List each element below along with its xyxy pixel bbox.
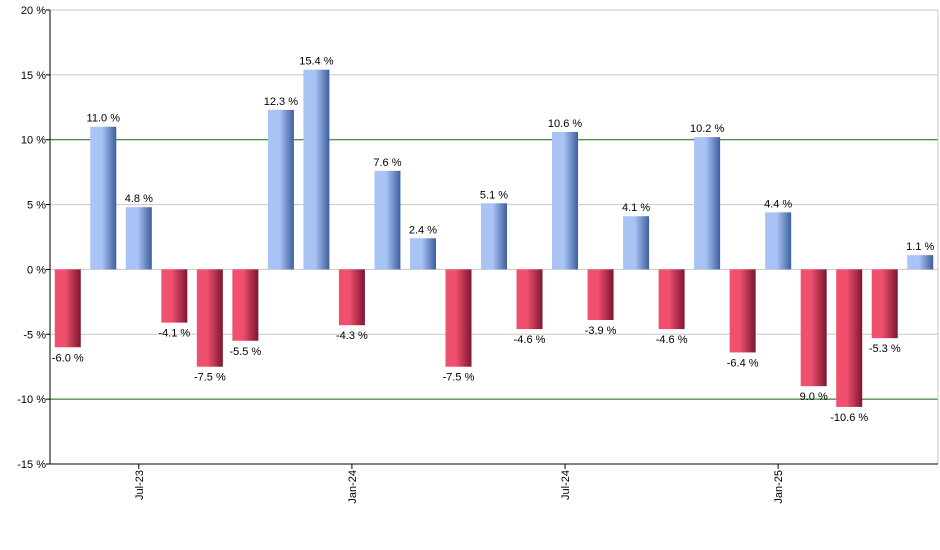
y-tick-label: 10 %: [21, 135, 46, 147]
bar: [267, 109, 294, 270]
bar: [516, 269, 543, 330]
bar-value-label: 1.1 %: [906, 241, 934, 253]
x-tick-label: Jul-23: [134, 470, 146, 500]
bar-value-label: -5.3 %: [869, 343, 901, 355]
bar-value-label: -4.1 %: [158, 328, 190, 340]
bar-value-label: -3.9 %: [585, 325, 617, 337]
bar-value-label: -4.6 %: [656, 334, 688, 346]
bar: [54, 269, 81, 348]
bar: [623, 216, 650, 270]
y-tick-label: 0 %: [27, 264, 46, 276]
bar-value-label: 4.1 %: [622, 202, 650, 214]
x-tick-label: Jan-24: [347, 470, 359, 504]
bar-value-label: -4.6 %: [514, 334, 546, 346]
bar: [303, 69, 330, 270]
bar: [871, 269, 898, 339]
bar-value-label: -4.3 %: [336, 330, 368, 342]
bar: [232, 269, 259, 341]
bar: [658, 269, 685, 330]
bar-value-label: 4.8 %: [125, 193, 153, 205]
bar: [445, 269, 472, 367]
bars: [54, 69, 934, 407]
bar: [552, 131, 579, 270]
bar: [694, 137, 721, 270]
bar: [729, 269, 756, 353]
y-tick-label: -5 %: [23, 329, 46, 341]
x-tick-label: Jul-24: [560, 470, 572, 500]
bar: [196, 269, 223, 367]
y-tick-label: 20 %: [21, 5, 46, 17]
bar-value-label: 5.1 %: [480, 189, 508, 201]
bar-value-label: 15.4 %: [299, 56, 333, 68]
bar-value-label: -7.5 %: [194, 372, 226, 384]
bar-value-label: -6.4 %: [727, 357, 759, 369]
bar: [481, 203, 507, 270]
bar: [374, 170, 401, 270]
bar: [409, 238, 436, 270]
y-tick-label: -15 %: [17, 459, 46, 471]
bar-value-label: 2.4 %: [409, 224, 437, 236]
x-tick-label: Jan-25: [773, 470, 785, 504]
bar-value-label: 12.3 %: [264, 96, 298, 108]
bar-value-label: 7.6 %: [373, 157, 401, 169]
bar: [587, 269, 614, 321]
axes: -15 % -10 % -5 % 0 % 5 % 10 % 15 % 20 % Jul-23 Ja…: [17, 5, 938, 504]
bar-value-label: -7.5 %: [443, 372, 475, 384]
bar-value-label: 9.0 %: [800, 391, 828, 403]
bar: [161, 269, 188, 323]
y-tick-label: 5 %: [27, 200, 46, 212]
bar-value-label: -10.6 %: [830, 412, 868, 424]
bar: [836, 269, 863, 407]
data-labels: -6.0 % 11.0 % 4.8 % -4.1 % -7.5 % -5.5 % 12.3 …: [52, 56, 935, 424]
bar: [338, 269, 365, 326]
bar-value-label: -5.5 %: [229, 346, 261, 358]
bar: [765, 212, 792, 270]
bar-value-label: 10.2 %: [690, 123, 724, 135]
bar-value-label: 10.6 %: [548, 118, 582, 130]
bar-value-label: -6.0 %: [52, 352, 84, 364]
y-tick-label: -10 %: [17, 394, 46, 406]
bar: [800, 269, 827, 387]
y-tick-label: 15 %: [21, 70, 46, 82]
bar: [90, 126, 117, 270]
bar-value-label: 4.4 %: [764, 198, 792, 210]
bar: [907, 255, 934, 270]
bar-value-label: 11.0 %: [87, 113, 121, 125]
bar: [125, 207, 152, 270]
